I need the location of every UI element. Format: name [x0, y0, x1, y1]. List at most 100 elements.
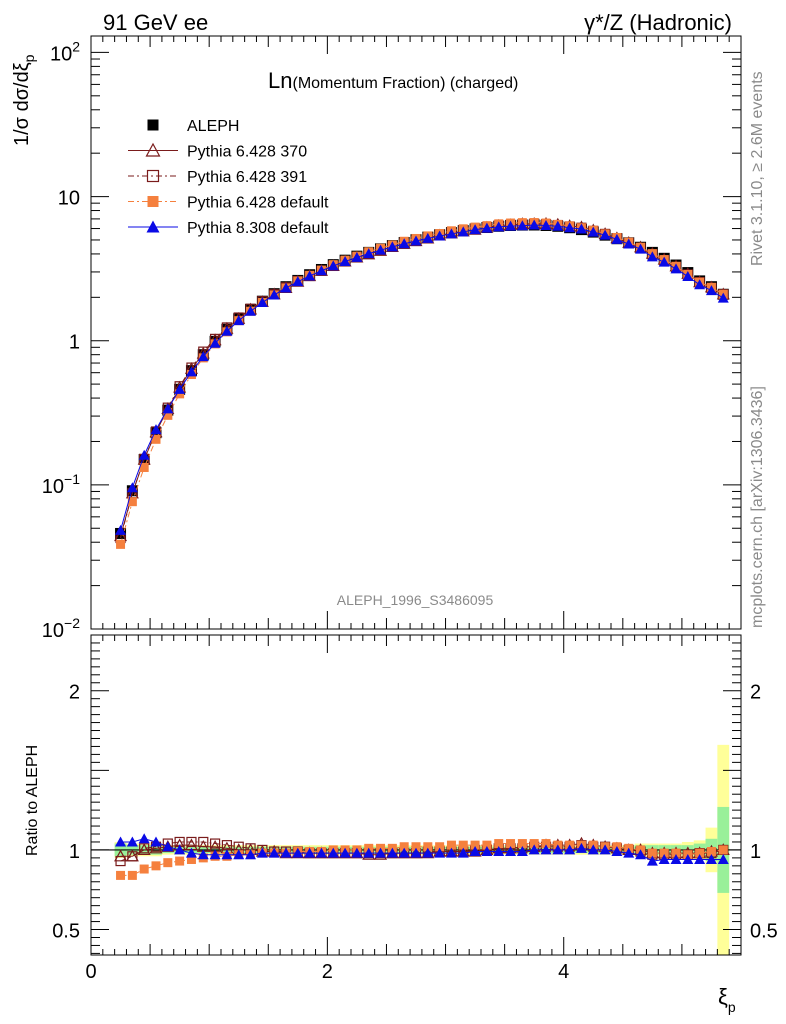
point-top-pythia-8-308-default [185, 366, 197, 377]
point-ratio-pythia-8-308-default [351, 847, 363, 858]
point-ratio-pythia-8-308-default [197, 849, 209, 860]
point-ratio-pythia-6-428-default [446, 840, 456, 850]
point-top-pythia-8-308-default [516, 220, 528, 231]
point-ratio-pythia-8-308-default [162, 841, 174, 852]
point-ratio-pythia-8-308-default [115, 836, 127, 847]
point-ratio-pythia-8-308-default [339, 847, 351, 858]
point-ratio-pythia-8-308-default [635, 849, 647, 860]
point-ratio-pythia-6-428-391 [139, 843, 150, 854]
point-ratio-pythia-8-308-default [422, 847, 434, 858]
series-line-top-pythia-6-428-370 [120, 223, 724, 537]
point-ratio-pythia-8-308-default [694, 853, 706, 864]
point-ratio-pythia-6-428-default [116, 870, 126, 880]
point-ratio-pythia-8-308-default [670, 853, 682, 864]
point-ratio-pythia-8-308-default [410, 847, 422, 858]
y-tick-label-base: 1 [69, 332, 80, 354]
point-top-pythia-6-428-default [139, 462, 149, 472]
point-ratio-pythia-8-308-default [256, 847, 268, 858]
point-ratio-pythia-8-308-default [611, 846, 623, 857]
point-ratio-pythia-8-308-default [457, 847, 469, 858]
point-ratio-pythia-6-428-391 [198, 836, 209, 848]
point-ratio-pythia-8-308-default [398, 847, 410, 858]
point-ratio-pythia-6-428-default [494, 839, 504, 849]
point-ratio-pythia-8-308-default [245, 849, 257, 860]
point-ratio-pythia-8-308-default [363, 847, 375, 858]
point-ratio-pythia-8-308-default [564, 844, 576, 855]
point-top-pythia-8-308-default [386, 241, 398, 252]
point-ratio-pythia-8-308-default [209, 849, 221, 860]
point-ratio-pythia-8-308-default [528, 844, 540, 855]
legend-marker-pythia-6-428-default [147, 196, 159, 207]
x-axis-label: ξp [718, 984, 736, 1015]
y-tick-label-bottom: 2 [69, 682, 80, 704]
point-ratio-pythia-8-308-default [587, 844, 599, 855]
y-axis-label-top-main: 1/σ dσ/dξ [11, 62, 33, 146]
legend-marker-aleph [147, 119, 159, 131]
plot-title-rest: (Momentum Fraction) (charged) [292, 75, 518, 92]
point-ratio-pythia-8-308-default [516, 846, 528, 857]
point-top-pythia-8-308-default [162, 403, 174, 414]
x-axis-label-sub: p [728, 999, 736, 1015]
point-top-pythia-8-308-default [457, 226, 469, 237]
y-tick-label-exp: −2 [64, 615, 80, 631]
point-top-pythia-8-308-default [280, 282, 292, 293]
point-ratio-pythia-6-428-default [435, 842, 445, 852]
plot-title: Ln(Momentum Fraction) (charged) [268, 68, 518, 93]
point-ratio-pythia-6-428-default [529, 839, 539, 849]
point-top-pythia-8-308-default [599, 229, 611, 240]
point-top-pythia-8-308-default [635, 243, 647, 254]
point-ratio-pythia-6-428-391 [186, 836, 197, 848]
point-ratio-pythia-8-308-default [233, 849, 245, 860]
point-top-pythia-8-308-default [339, 255, 351, 266]
point-ratio-pythia-6-428-391 [115, 855, 126, 867]
point-top-pythia-8-308-default [327, 260, 339, 271]
point-top-pythia-8-308-default [611, 233, 623, 244]
legend-marker-pythia-8-308-default [146, 220, 160, 233]
bottom-panel-frame [90, 634, 742, 956]
point-top-pythia-8-308-default [422, 232, 434, 243]
point-ratio-pythia-8-308-default [386, 847, 398, 858]
point-top-pythia-8-308-default [505, 220, 517, 231]
point-top-pythia-6-428-default [175, 389, 185, 399]
point-ratio-pythia-6-428-370 [149, 841, 163, 854]
point-top-pythia-8-308-default [552, 220, 564, 231]
point-ratio-pythia-6-428-default [175, 856, 185, 866]
point-ratio-pythia-8-308-default [493, 846, 505, 857]
point-top-pythia-8-308-default [315, 265, 327, 276]
point-ratio-pythia-6-428-default [411, 842, 421, 852]
point-top-pythia-8-308-default [445, 228, 457, 239]
point-ratio-pythia-6-428-default [659, 848, 669, 858]
point-ratio-pythia-6-428-370 [137, 843, 151, 856]
point-ratio-pythia-8-308-default [599, 844, 611, 855]
point-ratio-pythia-8-308-default [375, 847, 387, 858]
point-top-pythia-8-308-default [646, 251, 658, 262]
y-tick-label-top: 10−1 [42, 471, 80, 498]
legend-entry-pythia-6-428-default: Pythia 6.428 default [128, 195, 329, 212]
point-top-pythia-8-308-default [528, 219, 540, 230]
energy-label: 91 GeV ee [103, 10, 208, 35]
point-ratio-pythia-8-308-default [327, 847, 339, 858]
point-ratio-pythia-8-308-default [174, 844, 186, 855]
point-ratio-pythia-8-308-default [126, 836, 138, 847]
legend-label-pythia-6-428-391: Pythia 6.428 391 [187, 169, 307, 186]
series-line-top-pythia-8-308-default [120, 224, 724, 531]
point-ratio-pythia-6-428-default [139, 864, 149, 874]
point-ratio-pythia-6-428-default [163, 858, 173, 868]
legend-entry-pythia-6-428-370: Pythia 6.428 370 [128, 142, 307, 161]
series-bottom [114, 833, 730, 880]
legend-entry-aleph: ALEPH [147, 118, 239, 135]
point-top-pythia-6-428-default [151, 434, 161, 444]
point-ratio-pythia-8-308-default [705, 853, 717, 864]
point-ratio-pythia-8-308-default [552, 844, 564, 855]
legend-label-aleph: ALEPH [187, 118, 239, 135]
point-ratio-pythia-6-428-default [541, 839, 551, 849]
point-top-pythia-8-308-default [694, 279, 706, 290]
point-top-pythia-8-308-default [126, 482, 138, 493]
point-ratio-pythia-6-428-default [423, 842, 433, 852]
point-ratio-pythia-8-308-default [304, 847, 316, 858]
point-ratio-pythia-8-308-default [434, 847, 446, 858]
legend-label-pythia-6-428-370: Pythia 6.428 370 [187, 144, 307, 161]
legend: ALEPH Pythia 6.428 370 Pythia 6.428 391 Pyt… [128, 118, 329, 237]
y-tick-label-top: 10−2 [42, 615, 80, 642]
point-ratio-pythia-6-428-default [482, 840, 492, 850]
